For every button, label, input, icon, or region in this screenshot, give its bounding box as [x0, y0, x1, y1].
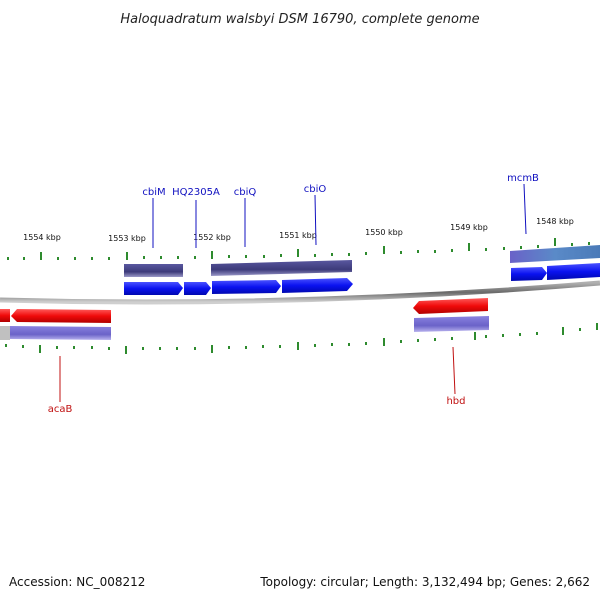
gene-label-cbiQ[interactable]: cbiQ: [234, 187, 257, 198]
scale-label: 1548 kbp: [536, 217, 574, 226]
cds-block[interactable]: [510, 245, 600, 263]
scale-label: 1552 kbp: [193, 233, 231, 242]
scale-label: 1550 kbp: [365, 228, 403, 237]
gene-label-mcmB[interactable]: mcmB: [507, 173, 539, 184]
genome-backbone: [0, 280, 600, 305]
gene-arrow-acaB[interactable]: [11, 309, 111, 323]
gene-arrow-prev[interactable]: [0, 309, 10, 322]
cds-forward-track: [124, 245, 600, 277]
upper-tick-ruler: [7, 238, 590, 260]
gene-label-cbiO[interactable]: cbiO: [304, 184, 327, 195]
cds-block[interactable]: [10, 326, 111, 340]
leader-line: [523, 183, 527, 235]
cds-block[interactable]: [414, 316, 489, 332]
leader-line: [314, 194, 317, 246]
gene-arrow-hbd[interactable]: [413, 298, 488, 314]
forward-gene-track: [124, 263, 600, 295]
gene-arrow-cbiQ[interactable]: [212, 280, 281, 294]
gene-label-HQ2305A[interactable]: HQ2305A: [172, 187, 220, 198]
gene-arrow-cbiM[interactable]: [124, 282, 183, 295]
cds-block[interactable]: [0, 326, 10, 340]
accession-text: Accession: NC_008212: [9, 575, 145, 589]
scale-label: 1554 kbp: [23, 233, 61, 242]
gene-label-hbd[interactable]: hbd: [446, 396, 465, 407]
gene-arrow-HQ2305A[interactable]: [184, 282, 211, 295]
scale-label: 1549 kbp: [450, 223, 488, 232]
lower-tick-ruler: [5, 323, 598, 354]
reverse-gene-labels: acaB hbd: [48, 346, 466, 415]
gene-arrow-cbiO[interactable]: [282, 278, 353, 293]
gene-arrow-mcmB[interactable]: [511, 267, 547, 281]
gene-arrow-next[interactable]: [547, 263, 600, 280]
cds-block[interactable]: [124, 264, 183, 277]
reverse-gene-track: [0, 298, 488, 323]
scale-labels: 1554 kbp 1553 kbp 1552 kbp 1551 kbp 1550…: [23, 217, 574, 243]
scale-label: 1551 kbp: [279, 231, 317, 240]
topology-text: Topology: circular; Length: 3,132,494 bp…: [259, 575, 590, 589]
map-title: Haloquadratum walsbyi DSM 16790, complet…: [120, 12, 479, 27]
forward-gene-labels: cbiM HQ2305A cbiQ cbiO mcmB: [142, 173, 539, 248]
cds-reverse-track: [0, 316, 489, 340]
scale-label: 1553 kbp: [108, 234, 146, 243]
gene-label-acaB[interactable]: acaB: [48, 404, 73, 415]
leader-line: [452, 346, 456, 395]
gene-label-cbiM[interactable]: cbiM: [142, 187, 165, 198]
cds-block[interactable]: [211, 260, 352, 276]
